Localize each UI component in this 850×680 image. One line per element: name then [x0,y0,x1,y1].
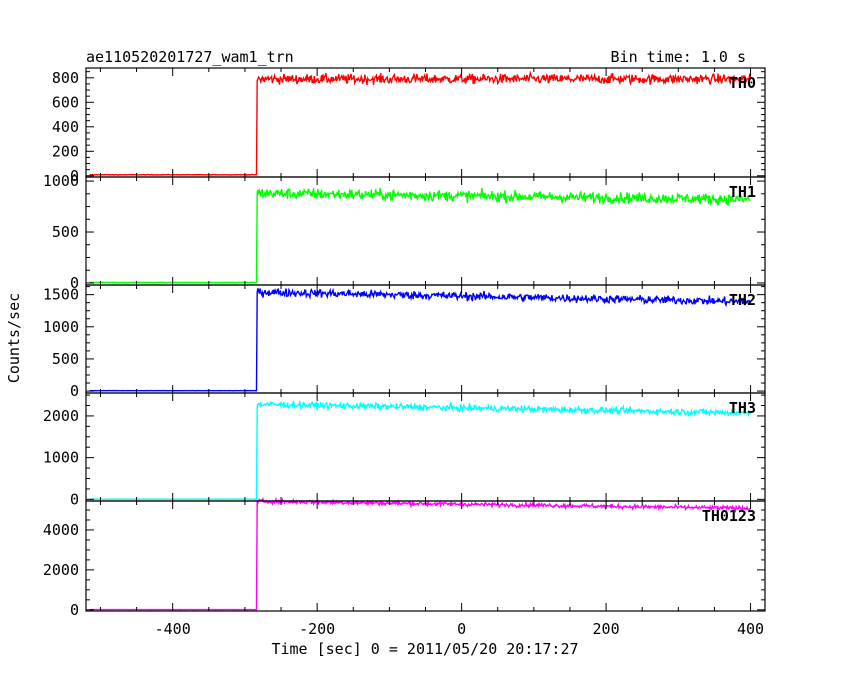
y-tick-label: 0 [70,490,79,508]
y-tick-label: 500 [52,350,79,368]
y-tick-label: 200 [52,142,79,160]
panel-label: TH3 [729,399,756,417]
panel-label: TH1 [729,183,756,201]
x-tick-label: -200 [299,620,335,638]
bin-time-label: Bin time: 1.0 s [611,48,746,66]
y-axis-title: Counts/sec [5,293,23,383]
series-line-th2 [89,287,752,392]
x-tick-label: 200 [593,620,620,638]
panel-frame [85,176,766,286]
x-axis-title: Time [sec] 0 = 2011/05/20 20:17:27 [271,640,578,658]
x-tick-label: 400 [737,620,764,638]
y-tick-label: 1000 [43,449,79,467]
panel-label: TH2 [729,291,756,309]
y-tick-label: 0 [70,382,79,400]
panel-th1: 0 500 1000 TH1 [43,172,766,292]
y-tick-label: 600 [52,93,79,111]
y-tick-label: 0 [70,274,79,292]
y-tick-label: 0 [70,167,79,185]
y-tick-label: 2000 [43,407,79,425]
x-tick-label: -400 [155,620,191,638]
panel-frame [85,392,766,502]
series-line-th1 [89,186,751,284]
panels-group: 0 200 400 600 800 TH0 0 500 1000 TH1 0 500 1000 1500 T… [43,67,766,619]
y-tick-label: 1500 [43,286,79,304]
panel-frame [85,67,766,178]
x-tick-label: 0 [457,620,466,638]
y-tick-label: 500 [52,223,79,241]
y-tick-label: 2000 [43,561,79,579]
panel-th0123: 0 2000 4000 TH0123 [43,496,766,619]
chart-title: ae110520201727_wam1_trn [86,48,294,66]
series-line-th3 [89,400,751,500]
series-line-th0123 [89,496,751,611]
y-tick-label: 0 [70,601,79,619]
series-line-th0 [89,70,752,176]
y-tick-label: 800 [52,69,79,87]
panel-th2: 0 500 1000 1500 TH2 [43,284,766,400]
y-tick-label: 1000 [43,172,79,190]
y-tick-label: 400 [52,118,79,136]
panel-label: TH0123 [702,507,756,525]
panel-frame [85,500,766,612]
y-tick-label: 4000 [43,521,79,539]
x-axis: -400 -200 0 200 400 [155,620,764,638]
y-tick-label: 1000 [43,318,79,336]
panel-label: TH0 [729,74,756,92]
panel-th3: 0 1000 2000 TH3 [43,392,766,508]
panel-th0: 0 200 400 600 800 TH0 [52,67,766,185]
